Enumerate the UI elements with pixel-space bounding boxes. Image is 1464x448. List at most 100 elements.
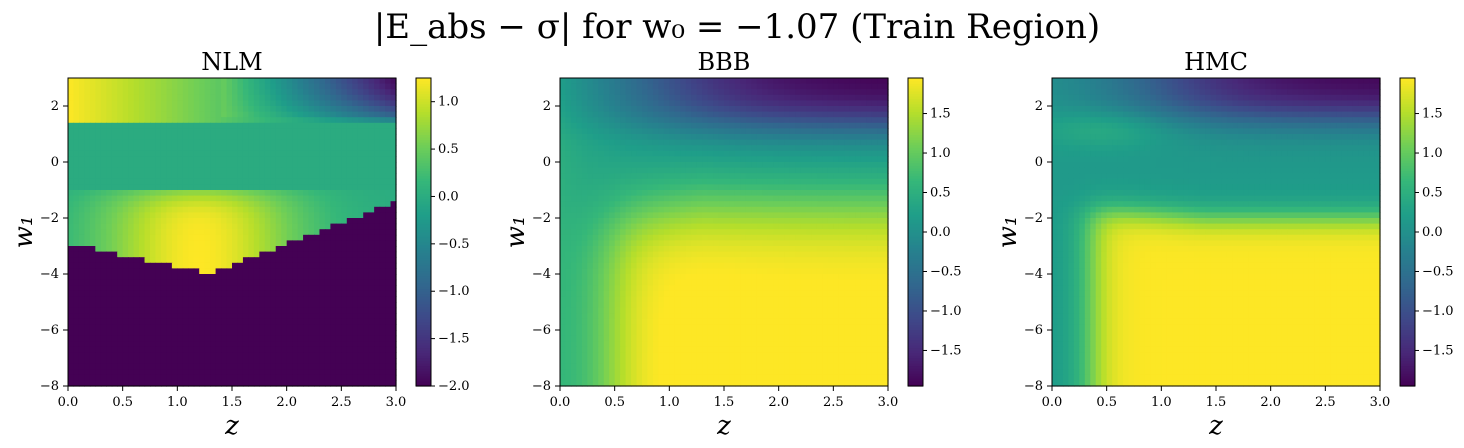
heatmap-cell [827,162,834,169]
heatmap-cell [226,89,233,96]
heatmap-cell [215,212,222,219]
heatmap-cell [106,162,113,169]
heatmap-cell [871,106,878,113]
heatmap-cell [374,212,381,219]
heatmap-cell [877,89,884,96]
heatmap-cell [324,117,331,124]
heatmap-cell [144,89,151,96]
heatmap-cell [84,374,91,381]
heatmap-cell [68,223,75,230]
heatmap-cell [242,369,249,376]
heatmap-cell [199,223,206,230]
heatmap-cell [357,100,364,107]
heatmap-cell [292,268,299,275]
heatmap-cell [363,184,370,191]
colorbar-segment [416,155,431,159]
heatmap-cell [78,156,85,163]
heatmap-cell [237,262,244,269]
heatmap-cell [685,162,692,169]
heatmap-cell [303,313,310,320]
heatmap-cell [150,150,157,157]
heatmap-cell [778,190,785,197]
heatmap-cell [242,100,249,107]
heatmap-cell [642,212,649,219]
heatmap-cell [160,100,167,107]
heatmap-cell [729,167,736,174]
heatmap-cell [691,178,698,185]
heatmap-cell [297,122,304,129]
heatmap-cell [106,206,113,213]
heatmap-cell [576,134,583,141]
heatmap-cell [368,173,375,180]
heatmap-cell [259,167,266,174]
heatmap-cell [603,190,610,197]
heatmap-cell [357,184,364,191]
heatmap-cell [89,139,96,146]
heatmap-cell [177,274,184,281]
heatmap-cell [385,122,392,129]
heatmap-cell [100,117,107,124]
heatmap-cell [795,117,802,124]
heatmap-cell [691,173,698,180]
colorbar-segment [416,108,431,112]
heatmap-cell [740,190,747,197]
heatmap-cell [341,363,348,370]
heatmap-cell [281,206,288,213]
heatmap-cell [286,318,293,325]
heatmap-cell [374,318,381,325]
heatmap-cell [609,139,616,146]
heatmap-cell [253,335,260,342]
heatmap-cell [215,173,222,180]
heatmap-cell [150,274,157,281]
heatmap-cell [259,341,266,348]
heatmap-cell [264,145,271,152]
heatmap-cell [570,111,577,118]
heatmap-cell [581,78,588,85]
heatmap-cell [570,178,577,185]
heatmap-cell [319,374,326,381]
heatmap-cell [598,111,605,118]
heatmap-cell [275,290,282,297]
heatmap-cell [844,111,851,118]
heatmap-cell [357,335,364,342]
heatmap-cell [379,324,386,331]
heatmap-cell [816,206,823,213]
heatmap-cell [363,117,370,124]
heatmap-cell [762,150,769,157]
colorbar-segment [416,165,431,169]
heatmap-cell [303,94,310,101]
heatmap-cell [221,156,228,163]
heatmap-cell [253,212,260,219]
heatmap-cell [297,94,304,101]
heatmap-cell [663,156,670,163]
colorbar-segment [416,95,431,100]
heatmap-cell [155,100,162,107]
heatmap-cell [128,94,135,101]
heatmap-cell [647,162,654,169]
heatmap-cell [778,134,785,141]
heatmap-cell [188,290,195,297]
heatmap-cell [264,262,271,269]
heatmap-cell [581,184,588,191]
heatmap-cell [264,279,271,286]
heatmap-cell [385,290,392,297]
heatmap-cell [800,83,807,90]
heatmap-cell [795,94,802,101]
heatmap-cell [352,274,359,281]
heatmap-cell [762,94,769,101]
heatmap-cell [166,240,173,247]
heatmap-cell [117,223,124,230]
heatmap-cell [849,128,856,135]
heatmap-cell [636,134,643,141]
heatmap-cell [106,117,113,124]
heatmap-cell [177,352,184,359]
heatmap-cell [182,89,189,96]
heatmap-cell [390,201,397,208]
heatmap-cell [592,206,599,213]
heatmap-cell [78,190,85,197]
heatmap-cell [128,257,135,264]
heatmap-cell [221,268,228,275]
heatmap-cell [237,178,244,185]
heatmap-cell [150,335,157,342]
heatmap-cell [242,156,249,163]
